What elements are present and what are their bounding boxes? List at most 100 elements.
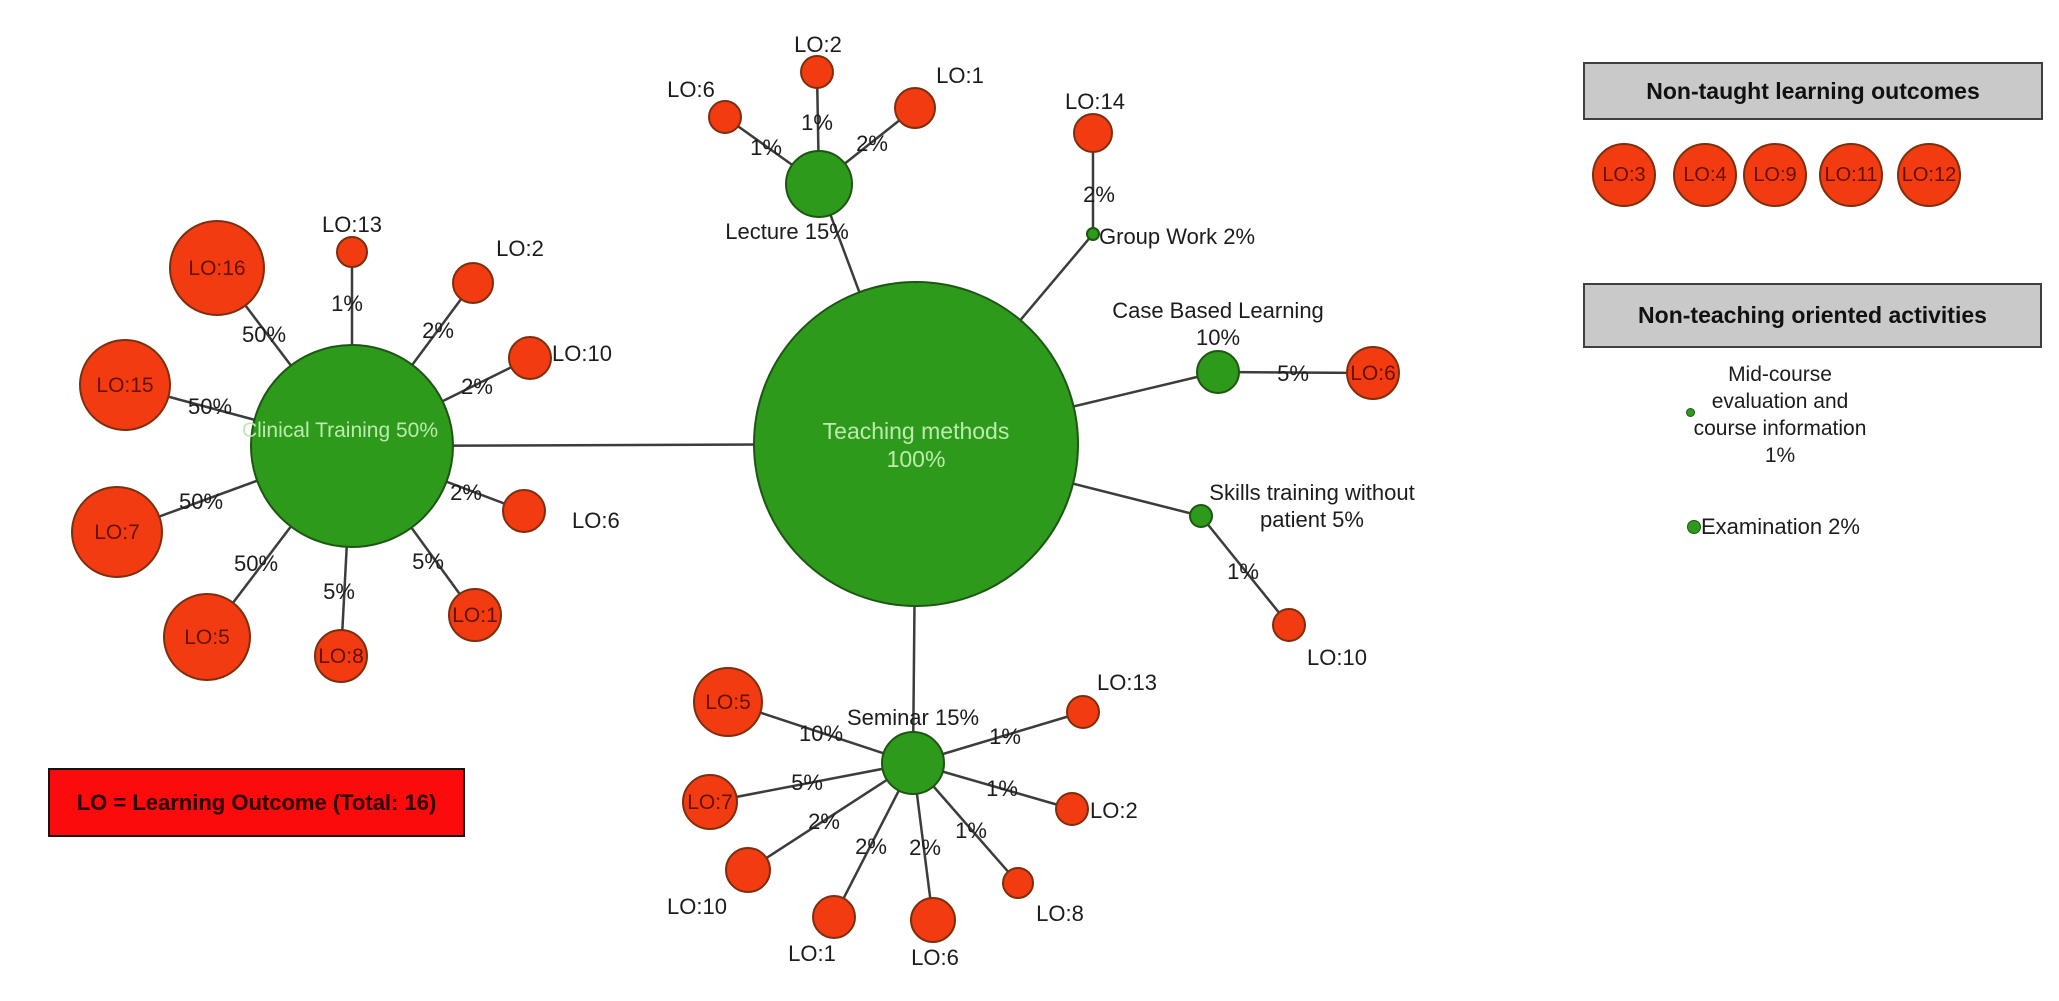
edge-label-clinical-clinical-lo7: 50%: [179, 489, 223, 514]
non-taught-header-box: Non-taught learning outcomes: [1583, 62, 2043, 120]
node-clinical-lo16: [169, 220, 265, 316]
legend-label: LO = Learning Outcome (Total: 16): [76, 789, 437, 815]
edge-label-lecture-lecture-lo1: 2%: [856, 131, 888, 156]
node-teaching: [753, 281, 1079, 607]
node-clinical-lo5: [163, 593, 251, 681]
edge-label-clinical-clinical-lo10: 2%: [461, 374, 493, 399]
node-clinical-lo1: [448, 588, 502, 642]
midcourse-dot-icon: [1686, 408, 1695, 417]
non-teaching-header-label: Non-teaching oriented activities: [1638, 302, 1987, 328]
node-seminar: [881, 731, 945, 795]
label-clinical-lo16: LO:16: [188, 257, 245, 280]
edge-label-clinical-clinical-lo16: 50%: [242, 322, 286, 347]
edge-label-seminar-seminar-lo2: 1%: [986, 776, 1018, 801]
label-clinical-lo6: LO:6: [572, 508, 620, 533]
examination-label: Examination 2%: [1701, 514, 1860, 539]
label-case-based-learning: Case Based Learning 10%: [1112, 298, 1324, 350]
node-lecture-lo1: [894, 87, 936, 129]
node-seminar-lo10: [725, 847, 771, 893]
midcourse-line-2: evaluation and: [1711, 390, 1849, 413]
edge-label-skills-training-skills-lo10: 1%: [1227, 559, 1259, 584]
node-clinical-lo13: [336, 236, 368, 268]
edge-label-seminar-seminar-lo1: 2%: [855, 834, 887, 859]
node-skills-lo10: [1272, 608, 1306, 642]
non-taught-outcome-lo12: LO:12: [1897, 143, 1961, 207]
non-taught-header-label: Non-taught learning outcomes: [1646, 77, 1980, 104]
edge-label-clinical-clinical-lo15: 50%: [188, 394, 232, 419]
node-clinical-lo7: [71, 486, 163, 578]
label-seminar: Seminar 15%: [847, 705, 979, 730]
node-lecture-lo2: [800, 55, 834, 89]
edge-label-lecture-lecture-lo2: 1%: [801, 110, 833, 135]
non-taught-outcome-lo11-label: LO:11: [1824, 163, 1878, 186]
node-clinical-lo2: [452, 262, 494, 304]
node-clinical-lo10: [508, 336, 552, 380]
edge-label-group-work-groupwork-lo14: 2%: [1083, 182, 1115, 207]
edge-label-case-based-learning-cbl-lo6: 5%: [1277, 361, 1309, 386]
label-clinical-lo5: LO:5: [184, 626, 230, 649]
non-teaching-header-box: Non-teaching oriented activities: [1583, 283, 2042, 348]
midcourse-item: Mid-course evaluation and course informa…: [1650, 361, 1910, 469]
edge-label-seminar-seminar-lo7: 5%: [791, 770, 823, 795]
node-seminar-lo5: [693, 667, 763, 737]
label-seminar-lo2: LO:2: [1090, 798, 1138, 823]
label-seminar-lo13: LO:13: [1097, 670, 1157, 695]
label-skills-lo10: LO:10: [1307, 645, 1367, 670]
label-lecture-lo2: LO:2: [794, 32, 842, 57]
legend-box: LO = Learning Outcome (Total: 16): [48, 768, 465, 837]
midcourse-line-3: course information: [1693, 417, 1867, 440]
edge-seminar-seminar-lo10: [747, 761, 914, 872]
label-clinical-lo8: LO:8: [318, 645, 364, 668]
node-seminar-lo13: [1066, 695, 1100, 729]
label-seminar-lo1: LO:1: [788, 941, 836, 966]
label-seminar-lo6: LO:6: [911, 945, 959, 970]
node-lecture-lo6: [708, 100, 742, 134]
node-seminar-lo8: [1002, 867, 1034, 899]
edge-label-clinical-clinical-lo2: 2%: [422, 318, 454, 343]
label-groupwork-lo14: LO:14: [1065, 89, 1125, 114]
label-clinical-lo2: LO:2: [496, 236, 544, 261]
edge-seminar-seminar-lo7: [709, 761, 914, 804]
label-clinical-lo10: LO:10: [552, 341, 612, 366]
label-skills-training: Skills training without patient 5%: [1209, 480, 1414, 532]
non-taught-outcome-lo4: LO:4: [1673, 143, 1737, 207]
edge-label-lecture-lecture-lo6: 1%: [750, 135, 782, 160]
edge-label-seminar-seminar-lo13: 1%: [989, 724, 1021, 749]
label-clinical-lo15: LO:15: [96, 374, 153, 397]
label-seminar-lo8: LO:8: [1036, 901, 1084, 926]
midcourse-line-1: Mid-course: [1728, 363, 1832, 386]
node-clinical-lo6: [502, 489, 546, 533]
examination-dot-icon: [1687, 520, 1701, 534]
node-case-based-learning: [1196, 350, 1240, 394]
label-seminar-lo7: LO:7: [687, 791, 733, 814]
node-seminar-lo7: [682, 774, 738, 830]
edge-label-clinical-clinical-lo8: 5%: [323, 579, 355, 604]
label-group-work: Group Work 2%: [1099, 224, 1255, 249]
label-seminar-lo5: LO:5: [705, 691, 751, 714]
non-taught-outcome-lo9: LO:9: [1743, 143, 1807, 207]
midcourse-line-4: 1%: [1764, 444, 1796, 467]
edge-label-clinical-clinical-lo1: 5%: [412, 549, 444, 574]
non-taught-outcome-lo3-label: LO:3: [1602, 163, 1646, 186]
label-clinical-lo13: LO:13: [322, 212, 382, 237]
label-lecture-lo1: LO:1: [936, 63, 984, 88]
node-clinical: [250, 344, 454, 548]
label-clinical: Clinical Training 50%: [242, 419, 438, 442]
label-clinical-lo7: LO:7: [94, 521, 140, 544]
edge-label-seminar-seminar-lo8: 1%: [955, 818, 987, 843]
edge-label-clinical-clinical-lo5: 50%: [234, 551, 278, 576]
non-taught-outcome-lo11: LO:11: [1819, 143, 1883, 207]
non-taught-outcome-lo9-label: LO:9: [1753, 163, 1797, 186]
edge-label-seminar-seminar-lo5: 10%: [799, 721, 843, 746]
label-lecture: Lecture 15%: [725, 219, 849, 244]
node-clinical-lo15: [79, 339, 171, 431]
edge-label-clinical-clinical-lo13: 1%: [331, 291, 363, 316]
node-seminar-lo6: [910, 897, 956, 943]
edge-label-seminar-seminar-lo6: 2%: [909, 835, 941, 860]
edge-label-clinical-clinical-lo6: 2%: [450, 480, 482, 505]
label-seminar-lo10: LO:10: [667, 894, 727, 919]
node-lecture: [785, 150, 853, 218]
non-taught-outcome-lo3: LO:3: [1592, 143, 1656, 207]
